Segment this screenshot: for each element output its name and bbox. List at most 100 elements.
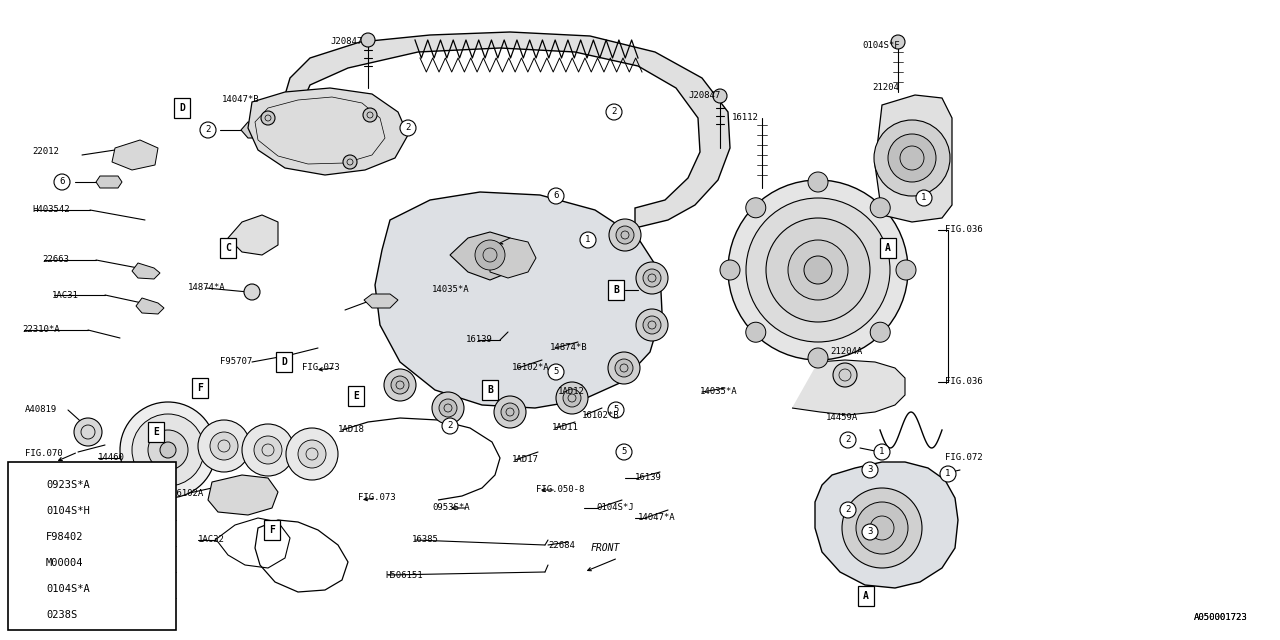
Bar <box>148 422 164 442</box>
Circle shape <box>399 120 416 136</box>
Circle shape <box>148 430 188 470</box>
Text: 22310*A: 22310*A <box>22 326 60 335</box>
Text: 1AD12: 1AD12 <box>558 387 585 397</box>
Circle shape <box>616 226 634 244</box>
Circle shape <box>132 414 204 486</box>
Polygon shape <box>815 462 957 588</box>
Text: 16139: 16139 <box>466 335 493 344</box>
Text: 1: 1 <box>879 447 884 456</box>
Circle shape <box>390 376 410 394</box>
Circle shape <box>261 111 275 125</box>
Text: C: C <box>497 243 503 253</box>
Circle shape <box>840 432 856 448</box>
Polygon shape <box>113 140 157 170</box>
Text: 0923S*A: 0923S*A <box>46 480 90 490</box>
Circle shape <box>861 462 878 478</box>
Circle shape <box>804 256 832 284</box>
Polygon shape <box>282 32 730 228</box>
Circle shape <box>442 418 458 434</box>
Circle shape <box>253 436 282 464</box>
Polygon shape <box>241 122 275 138</box>
Text: 21204A: 21204A <box>829 348 863 356</box>
Text: 14459A: 14459A <box>826 413 859 422</box>
Text: A050001723: A050001723 <box>1194 614 1248 623</box>
Text: B: B <box>613 285 620 295</box>
Polygon shape <box>228 215 278 255</box>
Circle shape <box>728 180 908 360</box>
Text: 3: 3 <box>23 531 29 541</box>
Text: 6: 6 <box>553 191 558 200</box>
Text: 14047*A: 14047*A <box>637 513 676 522</box>
Circle shape <box>433 392 465 424</box>
Text: FIG.072: FIG.072 <box>945 454 983 463</box>
Polygon shape <box>132 263 160 279</box>
Circle shape <box>160 442 177 458</box>
Circle shape <box>210 432 238 460</box>
Text: 1AC32: 1AC32 <box>198 536 225 545</box>
Circle shape <box>244 284 260 300</box>
Circle shape <box>120 402 216 498</box>
Circle shape <box>556 382 588 414</box>
Bar <box>348 386 364 406</box>
Text: 16112: 16112 <box>732 113 759 122</box>
Circle shape <box>343 155 357 169</box>
Bar <box>220 238 236 258</box>
Text: 5: 5 <box>553 367 558 376</box>
Text: 16385: 16385 <box>412 536 439 545</box>
Text: 22012: 22012 <box>32 147 59 157</box>
Polygon shape <box>136 298 164 314</box>
Circle shape <box>198 420 250 472</box>
Text: 2: 2 <box>447 422 453 431</box>
Text: FIG.073: FIG.073 <box>302 364 339 372</box>
Text: 16102*A: 16102*A <box>512 364 549 372</box>
Circle shape <box>746 198 890 342</box>
Text: 14047*B: 14047*B <box>221 95 260 104</box>
Circle shape <box>891 35 905 49</box>
Text: 1: 1 <box>23 479 29 489</box>
Circle shape <box>15 526 36 546</box>
Text: 16102A: 16102A <box>172 490 205 499</box>
Text: 5: 5 <box>621 447 627 456</box>
Circle shape <box>808 172 828 192</box>
Circle shape <box>746 322 765 342</box>
Circle shape <box>500 403 518 421</box>
Text: C: C <box>225 243 230 253</box>
Text: F: F <box>197 383 204 393</box>
Circle shape <box>494 396 526 428</box>
Text: 3: 3 <box>868 527 873 536</box>
Text: H506151: H506151 <box>385 570 422 579</box>
Text: F95707: F95707 <box>220 358 252 367</box>
Text: J20847: J20847 <box>689 92 721 100</box>
Text: 22684: 22684 <box>548 541 575 550</box>
Circle shape <box>15 500 36 520</box>
Circle shape <box>563 389 581 407</box>
Circle shape <box>609 219 641 251</box>
Text: 14874*A: 14874*A <box>188 284 225 292</box>
Circle shape <box>896 260 916 280</box>
Polygon shape <box>96 176 122 188</box>
Circle shape <box>384 369 416 401</box>
Circle shape <box>298 440 326 468</box>
Bar <box>858 586 874 606</box>
Circle shape <box>840 502 856 518</box>
Circle shape <box>242 424 294 476</box>
Circle shape <box>916 190 932 206</box>
Polygon shape <box>490 238 536 278</box>
Circle shape <box>874 444 890 460</box>
Text: A050001723: A050001723 <box>1194 614 1248 623</box>
Circle shape <box>608 402 625 418</box>
Text: 14035*A: 14035*A <box>700 387 737 397</box>
Text: J20847: J20847 <box>330 38 362 47</box>
Text: E: E <box>154 427 159 437</box>
Circle shape <box>808 348 828 368</box>
Text: 1AD17: 1AD17 <box>512 456 539 465</box>
Text: D: D <box>282 357 287 367</box>
Bar <box>264 520 280 540</box>
Circle shape <box>713 89 727 103</box>
Circle shape <box>643 316 660 334</box>
Text: M00004: M00004 <box>46 558 83 568</box>
Text: 5: 5 <box>613 406 618 415</box>
Circle shape <box>54 174 70 190</box>
Circle shape <box>15 474 36 494</box>
Text: 0104S*H: 0104S*H <box>46 506 90 516</box>
